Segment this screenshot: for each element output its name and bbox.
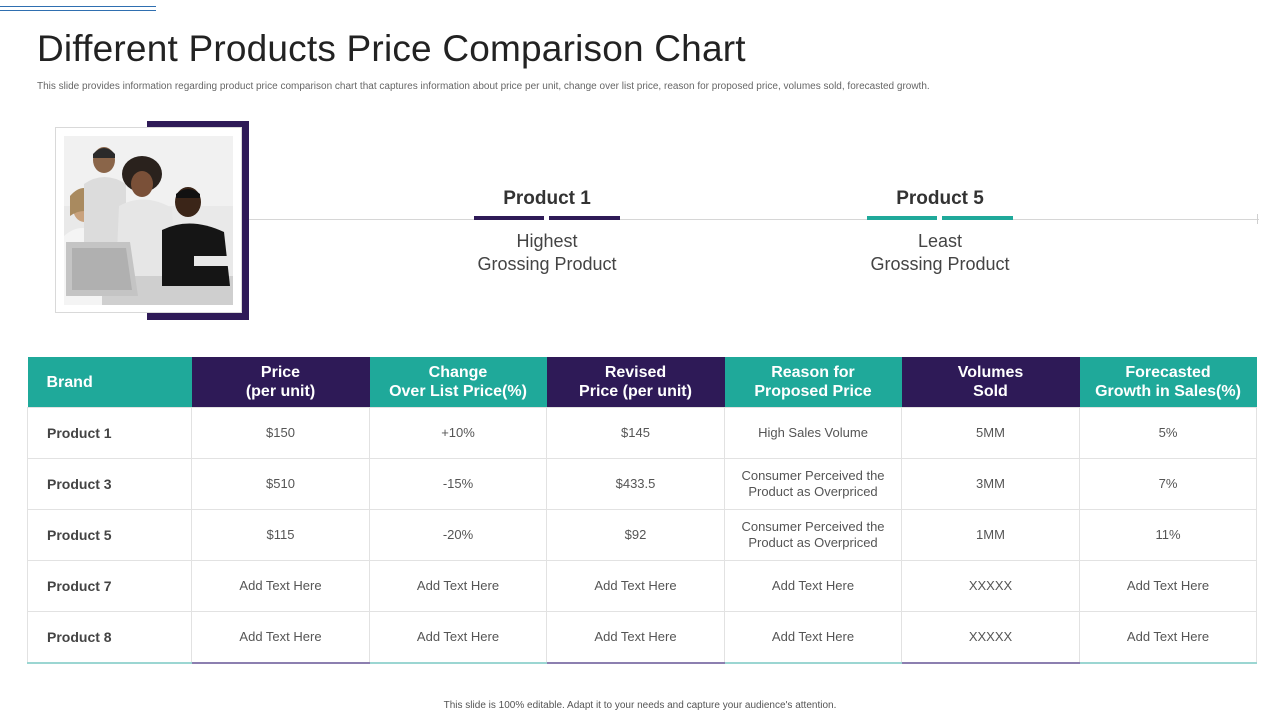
table-row: Product 3 $510 -15% $433.5 Consumer Perc… <box>27 458 1257 510</box>
reason-cell: Consumer Perceived the Product as Overpr… <box>724 458 902 510</box>
table-row: Product 8 Add Text Here Add Text Here Ad… <box>27 611 1257 664</box>
header-line2: Growth in Sales(%) <box>1095 383 1241 400</box>
brand-cell: Product 5 <box>27 509 192 561</box>
header-revised-price: Revised Price (per unit) <box>546 357 725 408</box>
table-row: Product 5 $115 -20% $92 Consumer Perceiv… <box>27 509 1257 561</box>
milestone-title: Product 1 <box>503 188 591 209</box>
milestone-desc-line2: Grossing Product <box>870 254 1010 274</box>
brand-cell: Product 1 <box>27 407 192 459</box>
volumes-cell: 3MM <box>901 458 1080 510</box>
milestone-product-5: Product 5 Least Grossing Product <box>840 186 1040 276</box>
milestone-bar-teal <box>867 213 1013 222</box>
footer-note: This slide is 100% editable. Adapt it to… <box>443 700 837 711</box>
header-line1: Change <box>428 364 488 381</box>
reason-cell: Consumer Perceived the Product as Overpr… <box>724 509 902 561</box>
header-reason: Reason for Proposed Price <box>724 357 902 408</box>
corner-decoration <box>0 6 156 11</box>
change-cell: Add Text Here <box>369 611 547 664</box>
revised-price-cell: $92 <box>546 509 725 561</box>
price-cell: $150 <box>191 407 370 459</box>
timeline-line <box>249 219 1259 220</box>
header-line1: Reason for <box>771 364 855 381</box>
brand-cell: Product 7 <box>27 560 192 612</box>
table-row: Product 1 $150 +10% $145 High Sales Volu… <box>27 407 1257 459</box>
header-line1: Volumes <box>957 364 1024 381</box>
header-line1: Forecasted <box>1125 364 1211 381</box>
timeline-end-tick <box>1257 214 1258 224</box>
milestone-product-1: Product 1 Highest Grossing Product <box>447 186 647 276</box>
header-forecast: Forecasted Growth in Sales(%) <box>1079 357 1257 408</box>
header-line2: Price (per unit) <box>579 383 692 400</box>
milestone-desc-line1: Least <box>917 231 963 251</box>
milestone-desc-line1: Highest <box>516 231 578 251</box>
volumes-cell: XXXXX <box>901 560 1080 612</box>
header-line1: Brand <box>46 373 93 391</box>
milestone-title: Product 5 <box>896 188 984 209</box>
price-cell: Add Text Here <box>191 611 370 664</box>
table-row: Product 7 Add Text Here Add Text Here Ad… <box>27 560 1257 612</box>
page-title: Different Products Price Comparison Char… <box>37 28 746 69</box>
milestone-description: Least Grossing Product <box>840 230 1040 276</box>
milestone-description: Highest Grossing Product <box>447 230 647 276</box>
change-cell: -15% <box>369 458 547 510</box>
forecast-cell: 5% <box>1079 407 1257 459</box>
revised-price-cell: Add Text Here <box>546 611 725 664</box>
price-cell: $510 <box>191 458 370 510</box>
brand-cell: Product 3 <box>27 458 192 510</box>
milestone-bar-purple <box>474 213 620 222</box>
price-cell: Add Text Here <box>191 560 370 612</box>
reason-cell: Add Text Here <box>724 611 902 664</box>
header-price: Price (per unit) <box>191 357 370 408</box>
volumes-cell: 5MM <box>901 407 1080 459</box>
header-volumes: Volumes Sold <box>901 357 1080 408</box>
reason-cell: High Sales Volume <box>724 407 902 459</box>
forecast-cell: Add Text Here <box>1079 560 1257 612</box>
change-cell: Add Text Here <box>369 560 547 612</box>
forecast-cell: 11% <box>1079 509 1257 561</box>
reason-cell: Add Text Here <box>724 560 902 612</box>
volumes-cell: 1MM <box>901 509 1080 561</box>
header-line1: Price <box>260 364 301 381</box>
revised-price-cell: $433.5 <box>546 458 725 510</box>
page-subtitle: This slide provides information regardin… <box>37 81 930 92</box>
header-line2: Proposed Price <box>754 383 872 400</box>
header-line2: Sold <box>973 383 1008 400</box>
milestone-desc-line2: Grossing Product <box>477 254 617 274</box>
change-cell: +10% <box>369 407 547 459</box>
brand-cell: Product 8 <box>27 611 192 664</box>
header-brand: Brand <box>27 357 192 408</box>
price-cell: $115 <box>191 509 370 561</box>
header-change: Change Over List Price(%) <box>369 357 547 408</box>
header-line2: Over List Price(%) <box>389 383 527 400</box>
change-cell: -20% <box>369 509 547 561</box>
revised-price-cell: Add Text Here <box>546 560 725 612</box>
forecast-cell: 7% <box>1079 458 1257 510</box>
header-line2: (per unit) <box>245 383 316 400</box>
forecast-cell: Add Text Here <box>1079 611 1257 664</box>
revised-price-cell: $145 <box>546 407 725 459</box>
table-header-row: Brand Price (per unit) Change Over List … <box>27 357 1257 408</box>
price-comparison-table: Brand Price (per unit) Change Over List … <box>27 357 1257 664</box>
volumes-cell: XXXXX <box>901 611 1080 664</box>
team-photo <box>56 128 241 312</box>
header-line1: Revised <box>604 364 667 381</box>
team-photo-image <box>64 136 233 305</box>
